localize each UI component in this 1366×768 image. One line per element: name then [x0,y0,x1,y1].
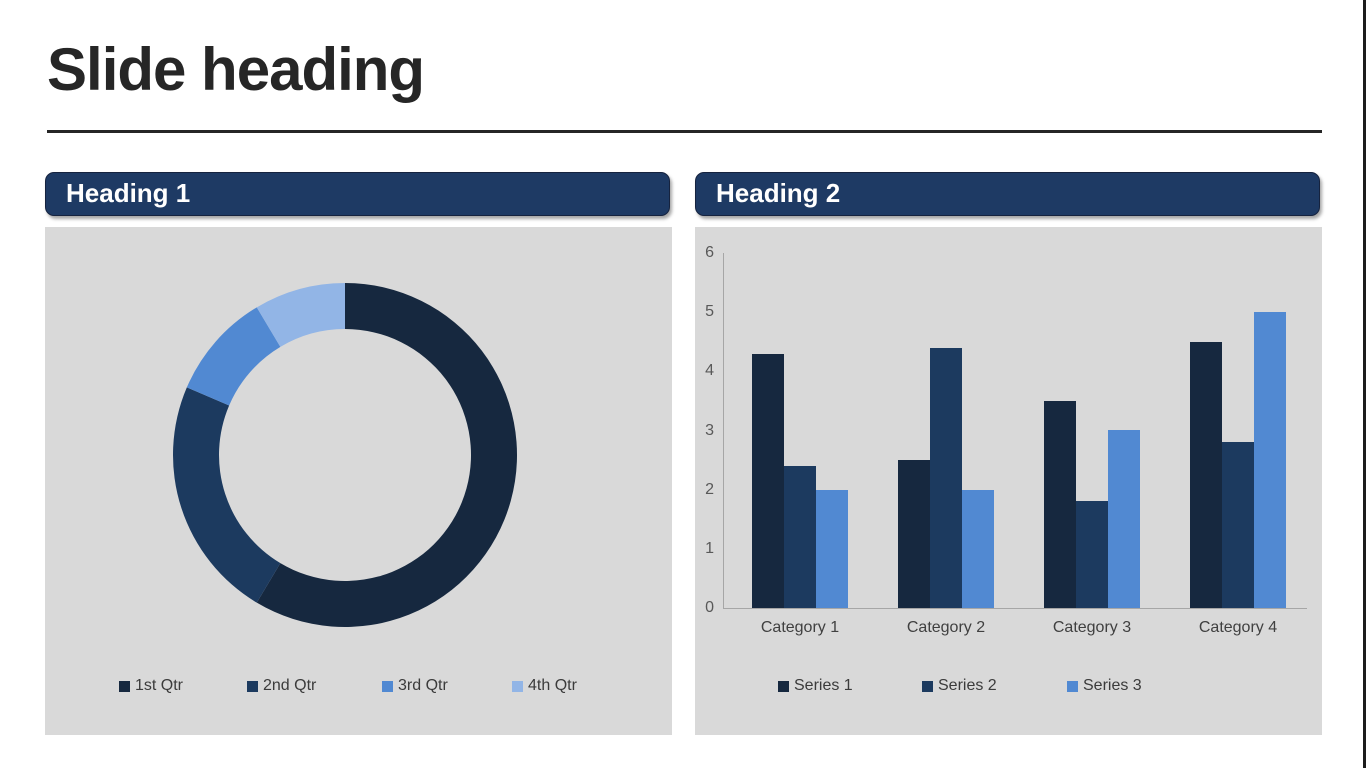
legend-item-series-2: Series 2 [922,677,997,695]
bar-category-3-series-2 [1076,501,1108,608]
y-tick-label-6: 6 [705,244,714,261]
2nd-qtr-legend-marker-icon [247,680,258,692]
donut-segment-4th-qtr [256,283,345,347]
slide-edge-border [1363,0,1366,768]
panel-heading-1: Heading 1 [45,172,670,216]
bar-category-1-series-2 [784,466,816,608]
bar-category-1-series-3 [816,490,848,608]
legend-item-2nd-qtr: 2nd Qtr [247,677,316,695]
3rd-qtr-legend-label: 3rd Qtr [398,677,448,694]
y-tick-label-0: 0 [705,599,714,616]
panel-heading-1-label: Heading 1 [66,178,191,208]
4th-qtr-legend-label: 4th Qtr [528,677,577,694]
bar-category-1-series-1 [752,354,784,608]
category-label-category-3: Category 3 [1052,619,1132,636]
y-axis-line [723,253,724,608]
2nd-qtr-legend-label: 2nd Qtr [263,677,317,694]
series-1-legend-marker-icon [778,680,789,692]
legend-item-4th-qtr: 4th Qtr [512,677,577,695]
3rd-qtr-legend-marker-icon [382,680,393,692]
series-1-legend-label: Series 1 [794,677,853,694]
x-axis-line [723,608,1307,609]
1st-qtr-legend-marker-icon [119,680,130,692]
donut-segment-1st-qtr [256,283,518,627]
donut-segment-3rd-qtr [186,307,281,406]
bar-category-4-series-2 [1222,442,1254,608]
panel-heading-2-label: Heading 2 [716,178,841,208]
bar-category-2-series-1 [898,460,930,608]
legend-item-3rd-qtr: 3rd Qtr [382,677,448,695]
4th-qtr-legend-marker-icon [512,680,523,692]
bar-chart: 0 1 2 3 4 5 6 Category 1 Category 2 Category 3 Cat… [695,227,1322,735]
series-2-legend-label: Series 2 [938,677,997,694]
category-label-category-1: Category 1 [760,619,840,636]
donut-chart [172,283,518,627]
legend-item-series-3: Series 3 [1067,677,1142,695]
series-3-legend-label: Series 3 [1083,677,1142,694]
y-tick-label-4: 4 [705,362,714,379]
legend-item-series-1: Series 1 [778,677,853,695]
bar-category-3-series-3 [1108,430,1140,608]
series-3-legend-marker-icon [1067,680,1078,692]
bar-category-4-series-3 [1254,312,1286,608]
y-tick-label-2: 2 [705,481,714,498]
bar-category-2-series-2 [930,348,962,608]
category-label-category-2: Category 2 [906,619,986,636]
title-underline-divider [47,130,1322,133]
category-label-category-4: Category 4 [1198,619,1278,636]
bar-chart-panel: 0 1 2 3 4 5 6 Category 1 Category 2 Category 3 Cat… [695,227,1322,735]
1st-qtr-legend-label: 1st Qtr [135,677,184,694]
y-tick-label-1: 1 [705,540,714,557]
panel-heading-2: Heading 2 [695,172,1320,216]
legend-item-1st-qtr: 1st Qtr [119,677,183,695]
bar-legend: Series 1 Series 2 Series 3 [695,227,1322,694]
series-2-legend-marker-icon [922,680,933,692]
y-tick-label-5: 5 [705,303,714,320]
donut-chart-panel: 1st Qtr 2nd Qtr 3rd Qtr 4th Qtr [45,227,672,735]
bar-category-3-series-1 [1044,401,1076,608]
donut-legend: 1st Qtr 2nd Qtr 3rd Qtr 4th Qtr [45,227,672,694]
bar-category-2-series-3 [962,490,994,608]
page-title: Slide heading [47,36,425,103]
donut-segment-2nd-qtr [172,387,281,603]
bar-category-4-series-1 [1190,342,1222,608]
y-tick-label-3: 3 [705,422,714,439]
